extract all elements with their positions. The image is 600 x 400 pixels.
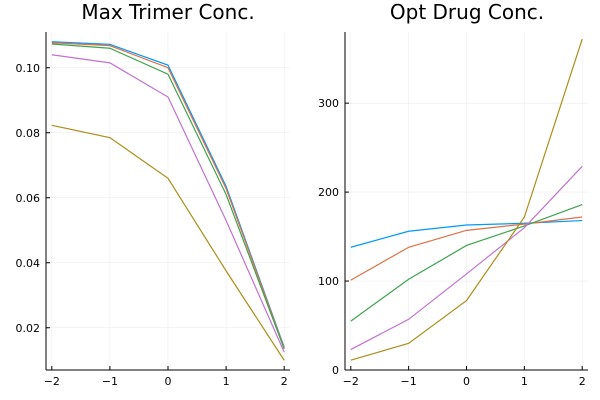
panel-title: Max Trimer Conc. (81, 0, 254, 24)
y-tick-label: 0.10 (16, 62, 41, 75)
y-tick-label: 0.04 (16, 257, 41, 270)
axes (344, 32, 588, 371)
y-tick-label: 0.06 (16, 192, 41, 205)
series-5-line (51, 124, 285, 361)
tick-labels: −2 −1 0 1 2 0 100 200 300 (318, 97, 586, 388)
grid (46, 32, 290, 370)
series-2-line (51, 42, 285, 349)
series-lines (51, 41, 285, 361)
x-tick-label: 2 (579, 375, 586, 388)
series-3-line (51, 43, 285, 350)
y-tick-label: 200 (318, 186, 339, 199)
panel-max-trimer: Max Trimer Conc. −2 −1 0 1 2 0.02 0.04 0.06 0.08… (16, 0, 290, 388)
x-tick-label: −2 (343, 375, 359, 388)
y-tick-label: 0.08 (16, 127, 41, 140)
x-tick-label: −2 (44, 375, 60, 388)
series-lines (350, 38, 583, 361)
series-4-line (350, 165, 583, 351)
x-tick-label: 1 (521, 375, 528, 388)
panel-opt-drug: Opt Drug Conc. −2 −1 0 1 2 0 100 200 300 (318, 0, 588, 388)
x-tick-label: 0 (463, 375, 470, 388)
y-tick-label: 100 (318, 275, 339, 288)
axes (45, 32, 290, 371)
y-tick-label: 0 (332, 364, 339, 377)
x-tick-label: −1 (102, 375, 118, 388)
y-tick-label: 300 (318, 97, 339, 110)
series-4-line (51, 54, 285, 353)
series-5-line (350, 38, 583, 361)
tick-labels: −2 −1 0 1 2 0.02 0.04 0.06 0.08 0.10 (16, 62, 288, 388)
x-tick-label: 1 (223, 375, 230, 388)
x-tick-label: −1 (401, 375, 417, 388)
series-2-line (350, 216, 583, 281)
x-tick-label: 2 (281, 375, 288, 388)
y-tick-label: 0.02 (16, 322, 41, 335)
panel-title: Opt Drug Conc. (390, 0, 544, 24)
series-3-line (350, 203, 583, 322)
x-tick-label: 0 (165, 375, 172, 388)
